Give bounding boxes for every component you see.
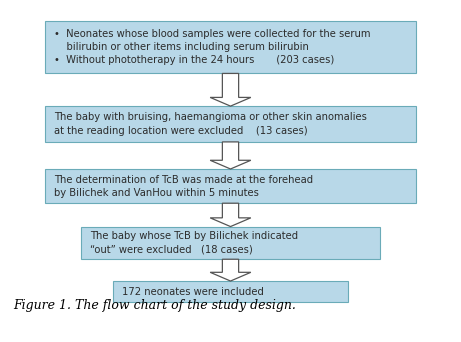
Polygon shape <box>210 142 251 169</box>
FancyBboxPatch shape <box>45 106 416 142</box>
Text: •  Neonates whose blood samples were collected for the serum
    bilirubin or ot: • Neonates whose blood samples were coll… <box>54 29 371 65</box>
Polygon shape <box>210 259 251 281</box>
FancyBboxPatch shape <box>82 226 379 259</box>
FancyBboxPatch shape <box>45 21 416 74</box>
FancyBboxPatch shape <box>45 169 416 203</box>
Text: Figure 1. The flow chart of the study design.: Figure 1. The flow chart of the study de… <box>14 299 296 312</box>
Text: The baby whose TcB by Bilichek indicated
“out” were excluded   (18 cases): The baby whose TcB by Bilichek indicated… <box>90 231 299 254</box>
Text: 172 neonates were included: 172 neonates were included <box>122 287 264 297</box>
FancyBboxPatch shape <box>113 281 348 302</box>
Text: The determination of TcB was made at the forehead
by Bilichek and VanHou within : The determination of TcB was made at the… <box>54 174 313 198</box>
Polygon shape <box>210 74 251 106</box>
Polygon shape <box>210 203 251 226</box>
Text: The baby with bruising, haemangioma or other skin anomalies
at the reading locat: The baby with bruising, haemangioma or o… <box>54 113 367 136</box>
